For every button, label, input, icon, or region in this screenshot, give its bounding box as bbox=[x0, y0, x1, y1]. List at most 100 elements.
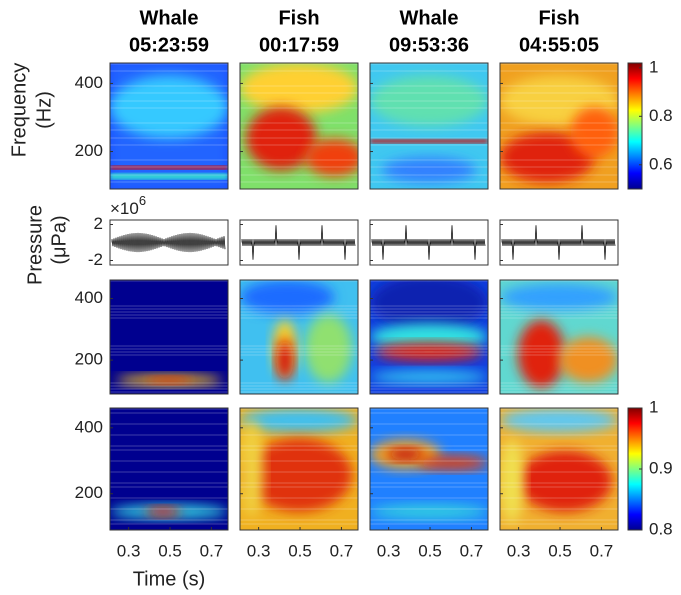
texture bbox=[500, 107, 618, 109]
texture bbox=[500, 129, 618, 131]
texture bbox=[500, 354, 618, 356]
panel-frame bbox=[369, 279, 489, 395]
panel bbox=[499, 279, 619, 395]
texture bbox=[110, 100, 228, 102]
column-title: Whale bbox=[140, 7, 199, 29]
texture bbox=[240, 174, 358, 176]
panel bbox=[239, 279, 359, 395]
texture bbox=[240, 317, 358, 319]
panel-frame bbox=[239, 219, 359, 266]
y-label: Frequency bbox=[8, 63, 30, 158]
texture bbox=[370, 139, 488, 144]
texture bbox=[370, 385, 488, 387]
texture bbox=[370, 137, 488, 139]
texture bbox=[375, 342, 483, 361]
texture bbox=[370, 280, 488, 282]
texture bbox=[370, 70, 488, 72]
texture bbox=[240, 92, 358, 94]
texture bbox=[240, 391, 358, 393]
texture bbox=[240, 460, 358, 462]
texture bbox=[110, 482, 228, 484]
texture bbox=[110, 497, 228, 499]
texture bbox=[240, 420, 264, 518]
panel bbox=[109, 62, 229, 190]
texture bbox=[370, 181, 488, 183]
y-tick-label: 200 bbox=[75, 141, 103, 160]
texture bbox=[245, 107, 317, 171]
texture bbox=[110, 166, 228, 168]
texture bbox=[500, 137, 618, 139]
texture bbox=[240, 351, 358, 353]
texture bbox=[110, 129, 228, 131]
texture bbox=[500, 132, 595, 183]
y-tick-label: 2 bbox=[94, 214, 103, 233]
panel bbox=[369, 219, 489, 266]
texture bbox=[500, 70, 618, 72]
spectrogram bbox=[110, 280, 228, 394]
texture bbox=[500, 412, 618, 414]
texture bbox=[110, 345, 228, 347]
texture bbox=[110, 137, 228, 139]
panel-frame bbox=[109, 279, 229, 395]
texture bbox=[110, 445, 228, 447]
waveform bbox=[501, 225, 616, 260]
texture bbox=[500, 423, 618, 425]
texture bbox=[240, 144, 358, 146]
exponent: ×106 bbox=[110, 193, 146, 218]
texture bbox=[417, 455, 488, 471]
texture bbox=[500, 159, 618, 161]
texture bbox=[370, 471, 488, 473]
texture bbox=[110, 280, 228, 282]
texture bbox=[500, 449, 618, 451]
spectrogram bbox=[240, 63, 358, 189]
texture bbox=[110, 519, 228, 521]
texture bbox=[370, 345, 488, 347]
texture bbox=[370, 508, 488, 510]
colorbar bbox=[627, 62, 643, 190]
texture bbox=[245, 438, 353, 512]
texture bbox=[304, 314, 353, 383]
x-tick-label: 0.7 bbox=[590, 541, 614, 560]
column-subtitle: 09:53:36 bbox=[389, 34, 469, 56]
colorbar-tick-label: 1 bbox=[649, 397, 658, 416]
texture bbox=[500, 471, 618, 473]
panel bbox=[369, 62, 489, 190]
texture bbox=[370, 348, 488, 350]
x-tick-label: 0.3 bbox=[117, 541, 141, 560]
panel-frame bbox=[109, 62, 229, 190]
x-tick-label: 0.3 bbox=[377, 541, 401, 560]
texture bbox=[500, 388, 618, 390]
panel bbox=[239, 62, 359, 190]
y-tick-label: 400 bbox=[75, 73, 103, 92]
texture bbox=[110, 174, 228, 176]
panel bbox=[369, 279, 489, 395]
texture bbox=[500, 391, 618, 393]
texture bbox=[370, 308, 488, 310]
y-label: (Hz) bbox=[33, 91, 55, 129]
texture bbox=[500, 385, 618, 387]
texture bbox=[370, 445, 488, 447]
texture bbox=[240, 280, 358, 282]
panels bbox=[109, 62, 619, 531]
spectrogram bbox=[110, 408, 228, 530]
texture bbox=[110, 107, 228, 109]
texture bbox=[110, 408, 228, 410]
texture bbox=[370, 482, 488, 484]
texture bbox=[240, 408, 358, 410]
texture bbox=[110, 423, 228, 425]
texture bbox=[240, 434, 358, 436]
texture bbox=[110, 63, 228, 65]
texture bbox=[240, 519, 358, 521]
texture bbox=[370, 314, 488, 316]
texture bbox=[500, 92, 618, 94]
exponent-power: 6 bbox=[139, 193, 146, 208]
y-tick-label: 400 bbox=[75, 288, 103, 307]
exponent-base: ×10 bbox=[110, 199, 139, 218]
waveform bbox=[371, 225, 486, 260]
texture bbox=[240, 408, 358, 433]
spectrogram bbox=[370, 63, 488, 189]
texture bbox=[240, 122, 358, 124]
column-title: Whale bbox=[400, 7, 459, 29]
texture bbox=[370, 159, 488, 161]
